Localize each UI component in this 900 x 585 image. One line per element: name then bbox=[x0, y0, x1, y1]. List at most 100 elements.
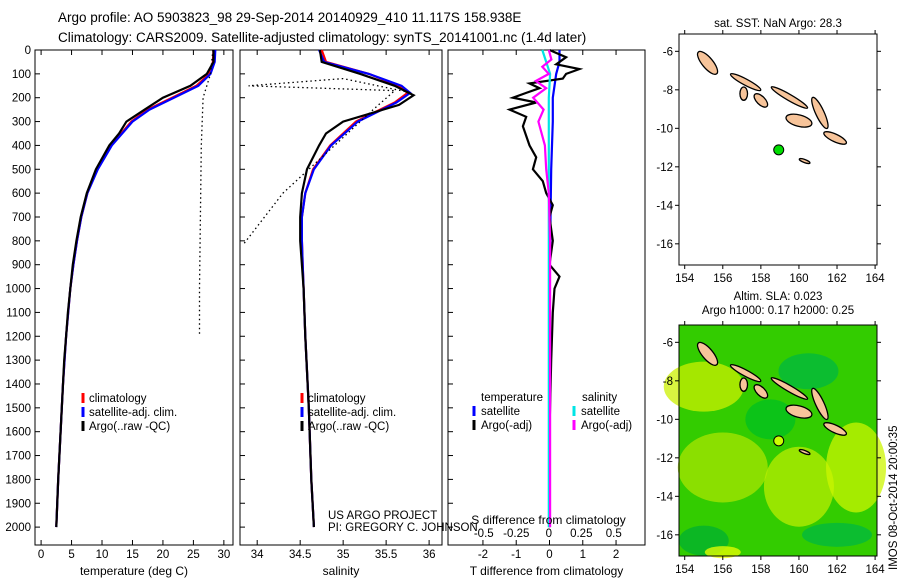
legend-item: climatology bbox=[308, 393, 366, 405]
x-tick-label: -1 bbox=[511, 549, 521, 561]
y-tick-label: 1200 bbox=[5, 331, 31, 343]
x-axis-label: T difference from climatology bbox=[470, 564, 624, 578]
legend-title-salinity: salinity bbox=[582, 392, 617, 404]
y-tick-label: 300 bbox=[12, 117, 31, 129]
legend-item: satellite-adj. clim. bbox=[89, 407, 177, 419]
y-tick-label: 400 bbox=[12, 140, 31, 152]
island bbox=[739, 86, 749, 101]
legend-item: Argo(-adj) bbox=[481, 420, 532, 432]
x-tick-label: 34 bbox=[251, 549, 264, 561]
legend-item: satellite bbox=[581, 406, 620, 418]
x-tick-label: 0 bbox=[38, 549, 44, 561]
x2-tick-label: -0.5 bbox=[474, 528, 494, 540]
title-line-1: Argo profile: AO 5903823_98 29-Sep-2014 … bbox=[58, 10, 521, 25]
x2-tick-label: 0.5 bbox=[606, 528, 622, 540]
x-tick-label: 162 bbox=[827, 273, 846, 285]
island bbox=[753, 384, 769, 399]
sla-anomaly-patch bbox=[778, 353, 839, 390]
y-tick-label: -14 bbox=[656, 200, 673, 212]
title-line-2: Climatology: CARS2009. Satellite-adjuste… bbox=[58, 30, 586, 45]
x-axis-label: salinity bbox=[323, 564, 360, 578]
map-title-line-1: Altim. SLA: 0.023 bbox=[734, 291, 823, 303]
legend-item: satellite-adj. clim. bbox=[308, 407, 396, 419]
x-tick-label: 164 bbox=[866, 273, 886, 285]
sla-anomaly-patch bbox=[677, 432, 768, 503]
x-tick-label: 30 bbox=[217, 549, 230, 561]
island bbox=[785, 404, 813, 419]
y-tick-label: -10 bbox=[656, 414, 673, 426]
y-tick-label: 600 bbox=[12, 188, 31, 200]
x-tick-label: 36 bbox=[423, 549, 436, 561]
island bbox=[811, 387, 829, 421]
argo-location-marker bbox=[773, 144, 785, 156]
x2-tick-label: 0 bbox=[546, 528, 552, 540]
project-label: US ARGO PROJECT bbox=[328, 510, 437, 522]
series-temperature-argo-adj- bbox=[506, 48, 584, 528]
x-tick-label: 15 bbox=[126, 549, 139, 561]
sla-anomaly-patch bbox=[763, 446, 834, 527]
y-tick-label: 1300 bbox=[5, 355, 31, 367]
map-title-line-2: Argo h1000: 0.17 h2000: 0.25 bbox=[702, 305, 854, 317]
x-tick-label: 2 bbox=[613, 549, 619, 561]
legend-item: Argo(-adj) bbox=[581, 420, 632, 432]
island bbox=[739, 377, 749, 392]
x2-axis-label: S difference from climatology bbox=[471, 513, 626, 527]
y-tick-label: 100 bbox=[12, 69, 31, 81]
x-tick-label: 160 bbox=[789, 564, 808, 576]
y-tick-label: -6 bbox=[663, 46, 673, 58]
x-tick-label: 1 bbox=[580, 549, 586, 561]
y-tick-label: 1700 bbox=[5, 451, 31, 463]
x-tick-label: 160 bbox=[789, 273, 808, 285]
island bbox=[729, 73, 762, 92]
y-tick-label: 0 bbox=[25, 45, 31, 57]
x-tick-label: 0 bbox=[546, 549, 552, 561]
island bbox=[770, 86, 809, 109]
x-tick-label: 154 bbox=[675, 564, 695, 576]
x2-tick-label: -0.25 bbox=[503, 528, 529, 540]
island bbox=[696, 50, 719, 75]
island bbox=[696, 341, 719, 366]
sla-anomaly-patch bbox=[704, 546, 741, 559]
sla-map bbox=[663, 321, 887, 560]
x-tick-label: 5 bbox=[68, 549, 74, 561]
argo-location-marker bbox=[773, 435, 785, 447]
x-tick-label: 20 bbox=[157, 549, 170, 561]
series-climatology bbox=[300, 49, 410, 528]
series-argo-raw bbox=[198, 49, 214, 337]
x-tick-label: 35.5 bbox=[375, 549, 397, 561]
x-tick-label: 156 bbox=[713, 273, 732, 285]
y-tick-label: 500 bbox=[12, 164, 31, 176]
series-salinity-argo-adj- bbox=[531, 49, 553, 528]
x-axis-label: temperature (deg C) bbox=[80, 564, 188, 578]
island bbox=[729, 364, 762, 383]
x-tick-label: 35 bbox=[337, 549, 350, 561]
x-tick-label: 164 bbox=[866, 564, 886, 576]
island bbox=[770, 377, 809, 400]
difference-profile-frame bbox=[447, 49, 646, 546]
sst-map bbox=[675, 30, 881, 269]
legend-item: Argo(..raw -QC) bbox=[89, 421, 170, 433]
series-climatology bbox=[55, 49, 215, 528]
legend-item: Argo(..raw -QC) bbox=[308, 421, 389, 433]
x2-tick-label: 0.25 bbox=[570, 528, 592, 540]
series-satellite-adj-clim- bbox=[55, 49, 217, 528]
y-tick-label: 1400 bbox=[5, 379, 31, 391]
sla-anomaly-patch bbox=[745, 399, 796, 440]
x-tick-label: 162 bbox=[827, 564, 846, 576]
map-title: sat. SST: NaN Argo: 28.3 bbox=[714, 18, 842, 30]
y-tick-label: 1500 bbox=[5, 403, 31, 415]
y-tick-label: 1900 bbox=[5, 498, 31, 510]
y-tick-label: -6 bbox=[663, 337, 673, 349]
y-tick-label: -12 bbox=[656, 453, 673, 465]
map-frame bbox=[678, 324, 878, 557]
y-tick-label: -8 bbox=[663, 85, 673, 97]
y-tick-label: 800 bbox=[12, 236, 31, 248]
y-tick-label: -16 bbox=[656, 530, 673, 542]
island bbox=[798, 448, 811, 456]
x-tick-label: 158 bbox=[751, 564, 770, 576]
imos-timestamp: IMOS 08-Oct-2014 20:00:35 bbox=[888, 426, 900, 570]
legend-item: satellite bbox=[481, 406, 520, 418]
y-tick-label: -14 bbox=[656, 491, 673, 503]
series-argo-raw-qc- bbox=[299, 49, 416, 528]
